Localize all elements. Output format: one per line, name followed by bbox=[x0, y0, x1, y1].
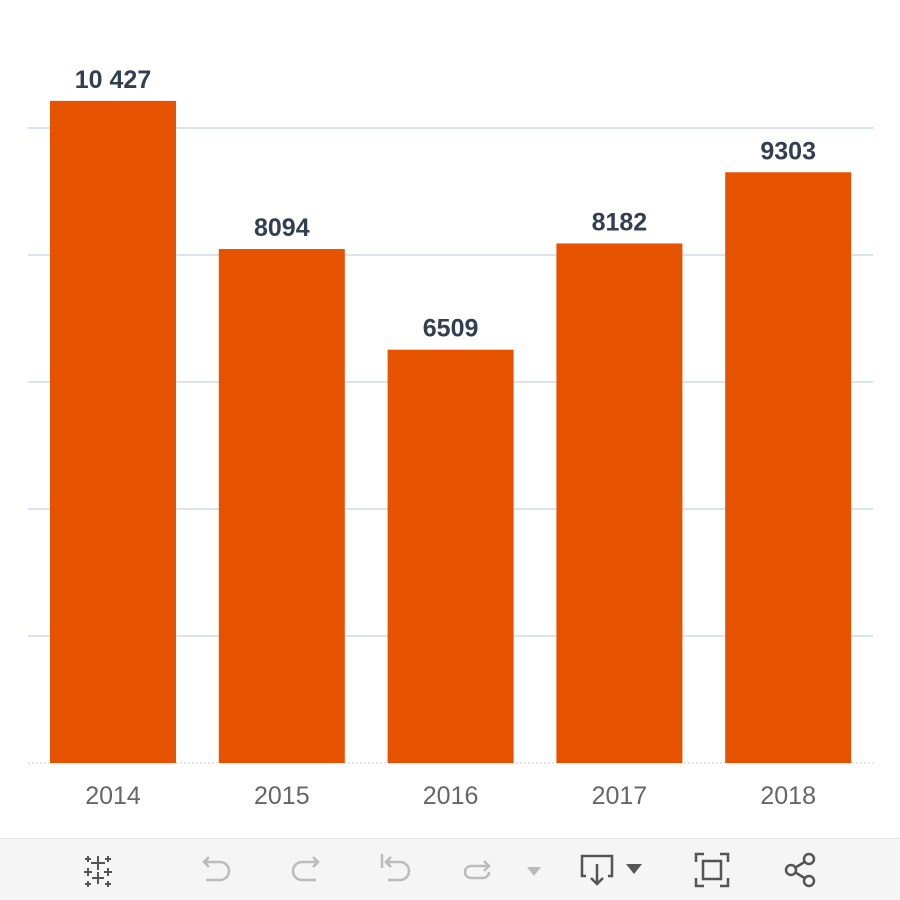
download-icon bbox=[580, 854, 642, 886]
bar-2016[interactable] bbox=[387, 349, 514, 763]
tableau-logo-icon bbox=[84, 856, 112, 887]
redo-button[interactable] bbox=[284, 849, 328, 891]
chart-area: 10 427 2014 8094 2015 6509 2016 8182 2017 9303 20… bbox=[28, 66, 873, 810]
share-button[interactable] bbox=[778, 849, 822, 891]
x-tick-label-2016: 2016 bbox=[423, 782, 479, 810]
x-tick-label-2018: 2018 bbox=[760, 782, 816, 810]
refresh-icon bbox=[463, 860, 491, 880]
fullscreen-icon bbox=[694, 852, 730, 888]
bar-2017[interactable] bbox=[556, 243, 683, 763]
x-tick-label-2015: 2015 bbox=[254, 782, 310, 810]
redo-icon bbox=[291, 856, 320, 882]
bar-2018[interactable] bbox=[725, 172, 852, 763]
revert-icon bbox=[380, 854, 411, 882]
pause-dropdown-button[interactable] bbox=[514, 849, 554, 891]
pause-dropdown-icon bbox=[527, 867, 541, 876]
bar-2015[interactable] bbox=[218, 249, 345, 763]
revert-button[interactable] bbox=[374, 849, 418, 891]
bar-2014[interactable] bbox=[50, 100, 176, 763]
download-button[interactable] bbox=[572, 849, 646, 891]
refresh-button[interactable] bbox=[455, 849, 499, 891]
data-label-2018: 9303 bbox=[760, 137, 816, 165]
fullscreen-button[interactable] bbox=[690, 849, 734, 891]
toolbar bbox=[0, 838, 900, 900]
data-label-2017: 8182 bbox=[592, 208, 648, 236]
x-tick-label-2014: 2014 bbox=[85, 782, 141, 810]
data-label-2016: 6509 bbox=[423, 315, 479, 343]
undo-icon bbox=[202, 856, 231, 882]
data-label-2015: 8094 bbox=[254, 214, 310, 242]
data-label-2014: 10 427 bbox=[75, 66, 151, 94]
tableau-logo-button[interactable] bbox=[76, 849, 120, 891]
bar-chart: 10 427 2014 8094 2015 6509 2016 8182 2017 9303 20… bbox=[28, 66, 873, 810]
share-icon bbox=[784, 852, 816, 888]
x-tick-label-2017: 2017 bbox=[592, 782, 648, 810]
undo-button[interactable] bbox=[194, 849, 238, 891]
